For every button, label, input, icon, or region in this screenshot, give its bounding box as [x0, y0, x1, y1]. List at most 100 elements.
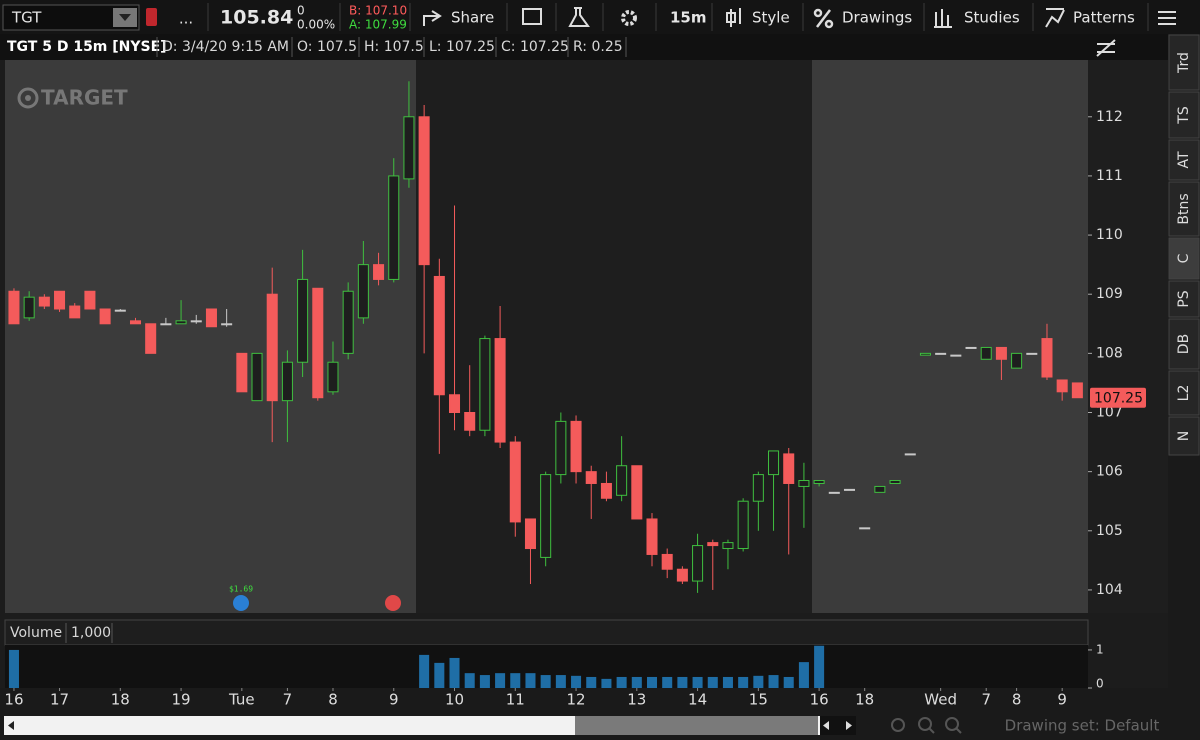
more[interactable]: ...	[179, 10, 193, 28]
side-tab[interactable]	[1168, 318, 1200, 370]
scroll-buttons	[820, 716, 856, 735]
studies-button[interactable]: Studies	[964, 9, 1020, 27]
volume-bar	[419, 654, 430, 688]
interval-button[interactable]: 15m	[670, 9, 707, 27]
x-tick-label: 10	[445, 691, 464, 709]
candle-body	[266, 293, 278, 402]
candle-body	[600, 482, 612, 499]
header-separators	[156, 37, 627, 57]
style-icon	[726, 8, 741, 27]
candle-body	[403, 116, 415, 180]
volume-bar	[646, 676, 658, 688]
x-tick-label: 9	[1057, 691, 1067, 709]
last-price-label: 107.25	[1094, 391, 1143, 407]
drawings-button[interactable]: Drawings	[842, 9, 912, 27]
symbol[interactable]: TGT	[11, 9, 42, 27]
volume-scale: 1,000	[71, 625, 111, 641]
side-tab-label[interactable]: L2	[1176, 385, 1192, 402]
candle-body	[54, 290, 66, 310]
side-tab-label[interactable]: AT	[1176, 151, 1192, 168]
side-tab-label[interactable]: Trd	[1176, 52, 1192, 74]
share-icon	[423, 10, 442, 26]
x-tick-label: 15	[749, 691, 768, 709]
dividend-icon[interactable]	[233, 595, 249, 611]
price-axis	[1088, 60, 1168, 613]
patterns-button[interactable]: Patterns	[1073, 9, 1135, 27]
candle-body	[555, 420, 567, 476]
volume-bar	[616, 676, 627, 688]
candle-body	[980, 346, 992, 360]
volume-header	[4, 619, 1089, 646]
candle-body	[342, 290, 354, 354]
volume-bar	[662, 676, 673, 688]
side-tab[interactable]	[1168, 280, 1200, 318]
side-tab[interactable]	[1168, 237, 1200, 280]
scroll-left[interactable]	[8, 721, 14, 730]
volume-bar	[738, 676, 749, 688]
drawing-set[interactable]: Drawing set: Default	[1005, 717, 1160, 735]
volume-bar	[677, 676, 688, 688]
menu-button[interactable]	[1158, 11, 1176, 25]
candle-body	[540, 474, 552, 558]
candle-body	[129, 320, 142, 325]
y-tick-label: 107	[1096, 405, 1123, 421]
change: 0	[297, 4, 305, 18]
y-tick-label: 106	[1096, 464, 1123, 480]
candle-body	[509, 441, 521, 523]
x-tick-label: 12	[567, 691, 586, 709]
side-tab[interactable]	[1168, 370, 1200, 416]
side-tab-label[interactable]: PS	[1176, 290, 1192, 307]
share-button[interactable]: Share	[451, 9, 494, 27]
side-tab-label[interactable]: Btns	[1176, 193, 1192, 224]
side-tab[interactable]	[1168, 34, 1200, 91]
last-price: 105.84	[220, 7, 293, 29]
side-tab[interactable]	[1168, 139, 1200, 181]
scrollbar-thumb[interactable]	[575, 716, 818, 735]
scroll-arrows[interactable]	[823, 721, 852, 730]
candle-body	[205, 308, 217, 328]
zoom-tools[interactable]	[891, 717, 962, 734]
volume-bar	[586, 676, 597, 688]
x-tick-label: Tue	[228, 691, 255, 709]
flexible-grid-button[interactable]	[522, 8, 542, 25]
candle-body	[357, 264, 369, 319]
side-tab[interactable]	[1168, 91, 1200, 139]
candle-body	[570, 420, 582, 473]
volume-bar	[631, 676, 642, 688]
change-pct: 0.00%	[297, 18, 335, 32]
volume-bar	[525, 673, 536, 688]
candle-body	[813, 480, 825, 484]
volume-bar	[692, 676, 703, 688]
volume-bar	[768, 675, 779, 688]
candle-body	[221, 323, 233, 326]
candle-body	[919, 352, 931, 356]
side-tab-label[interactable]: C	[1176, 253, 1192, 263]
y-tick-label: 110	[1096, 227, 1123, 243]
candle-body	[692, 545, 704, 582]
side-tab-label[interactable]: DB	[1176, 334, 1192, 354]
candle-body	[995, 346, 1007, 360]
settings-button[interactable]	[621, 10, 637, 26]
candle-body	[388, 175, 400, 280]
drawing-tool-icon[interactable]	[1096, 39, 1116, 57]
candle-body	[524, 518, 536, 550]
candle-body	[312, 287, 324, 399]
earnings-icon[interactable]	[385, 595, 401, 611]
candle-body	[23, 296, 35, 319]
side-tab-label[interactable]: TS	[1176, 106, 1192, 125]
candle-body	[418, 116, 430, 266]
header-close: C: 107.25	[501, 39, 569, 55]
alert-flag[interactable]	[146, 8, 157, 26]
x-tick-label: Wed	[924, 691, 957, 709]
candle-body	[707, 542, 719, 547]
candle-body	[190, 320, 202, 323]
side-tab[interactable]	[1168, 181, 1200, 237]
candle-body	[38, 296, 50, 307]
candle-body	[965, 346, 977, 349]
studies-lab-button[interactable]	[568, 7, 590, 27]
side-tab-label[interactable]: N	[1176, 431, 1192, 441]
candle-body	[616, 465, 628, 496]
volume-bar	[571, 675, 582, 688]
style-button[interactable]: Style	[752, 9, 790, 27]
side-tab[interactable]	[1168, 416, 1200, 456]
